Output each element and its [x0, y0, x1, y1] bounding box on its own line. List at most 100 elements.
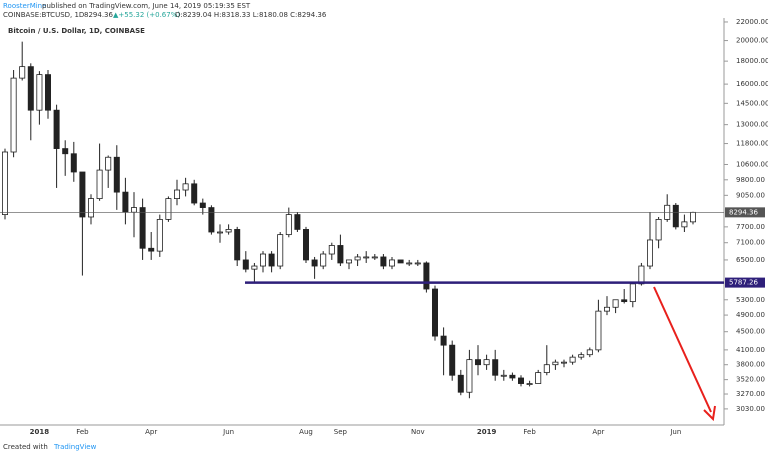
y-tick-label: 20000.00: [736, 37, 768, 45]
support-label: 5787.26: [729, 279, 758, 287]
candle-body: [474, 359, 481, 366]
candle-body: [199, 202, 206, 208]
candle-body: [53, 109, 60, 149]
candle-body: [672, 204, 679, 228]
candle-body: [10, 77, 17, 153]
candle-body: [27, 66, 34, 111]
candle-body: [302, 229, 309, 261]
y-tick-label: 22000.00: [736, 18, 768, 26]
candle-body: [36, 74, 43, 111]
candle-body: [440, 335, 447, 346]
x-tick-label: Feb: [523, 428, 536, 436]
y-tick-label: 13000.00: [736, 121, 768, 129]
candle-body: [173, 189, 180, 199]
y-tick-label: 4900.00: [736, 311, 765, 319]
candle-body: [139, 207, 146, 249]
candle-body: [320, 253, 327, 267]
support-label-bg: [725, 277, 765, 288]
candle-body: [483, 359, 490, 366]
symbol: COINBASE:BTCUSD, 1D: [3, 11, 84, 19]
candle-body: [156, 219, 163, 252]
candle-body: [371, 256, 378, 259]
y-tick-label: 11800.00: [736, 140, 768, 148]
y-tick-label: 3800.00: [736, 361, 765, 369]
y-tick-label: 7700.00: [736, 223, 765, 231]
candle-body: [216, 231, 223, 234]
y-tick-label: 9800.00: [736, 176, 765, 184]
y-tick-label: 18000.00: [736, 57, 768, 65]
candle-body: [277, 234, 284, 267]
x-tick-label: Jun: [222, 428, 234, 436]
candle-body: [19, 66, 26, 79]
candle-body: [647, 239, 654, 267]
candle-body: [234, 229, 241, 261]
y-tick-label: 4100.00: [736, 346, 765, 354]
price-label: 8294.36: [729, 208, 758, 216]
y-tick-label: 3270.00: [736, 390, 765, 398]
x-tick-label: Aug: [299, 428, 313, 436]
candle-body: [285, 214, 292, 236]
candle-body: [552, 361, 559, 366]
y-tick-label: 4500.00: [736, 328, 765, 336]
candle-body: [638, 265, 645, 285]
candle-body: [509, 374, 516, 379]
candle-body: [191, 183, 198, 204]
candle-body: [423, 262, 430, 290]
candle-body: [45, 74, 52, 111]
candle-body: [354, 256, 361, 261]
change: ▲+55.32 (+0.67%): [113, 11, 180, 19]
x-tick-label: 2018: [30, 428, 50, 436]
y-tick-label: 3520.00: [736, 376, 765, 384]
x-tick-label: Apr: [592, 428, 604, 436]
candle-body: [397, 259, 404, 264]
y-tick-label: 9050.00: [736, 191, 765, 199]
candle-body: [518, 377, 525, 384]
candle-body: [345, 259, 352, 264]
x-tick-label: Sep: [334, 428, 348, 436]
x-tick-label: Nov: [411, 428, 425, 436]
candle-body: [561, 361, 568, 364]
candle-body: [500, 374, 507, 377]
candle-body: [70, 153, 77, 173]
candle-body: [259, 253, 266, 267]
candle-body: [380, 256, 387, 267]
candle-body: [2, 151, 8, 215]
candle-body: [595, 310, 602, 351]
candle-body: [122, 191, 129, 213]
footer-brand[interactable]: TradingView: [53, 443, 97, 451]
candle-body: [88, 198, 95, 218]
ohlc: O:8239.04 H:8318.33 L:8180.08 C:8294.36: [175, 11, 327, 19]
candle-body: [311, 259, 318, 267]
candle-body: [586, 349, 593, 356]
candle-body: [388, 259, 395, 267]
candle-body: [681, 221, 688, 228]
candle-body: [242, 259, 249, 270]
candle-body: [569, 356, 576, 363]
candle-body: [621, 299, 628, 303]
candle-body: [431, 288, 438, 337]
author[interactable]: RoosterMine: [3, 2, 46, 10]
candle-body: [363, 256, 370, 259]
candle-body: [629, 283, 636, 303]
price-label-bg: [725, 207, 765, 218]
x-tick-label: Feb: [76, 428, 89, 436]
candle-body: [182, 183, 189, 191]
candle-body: [208, 207, 215, 233]
published: published on TradingView.com, June 14, 2…: [42, 2, 251, 10]
candle-body: [466, 359, 473, 393]
y-tick-label: 3030.00: [736, 405, 765, 413]
y-tick-label: 16000.00: [736, 80, 768, 88]
candle-body: [165, 198, 172, 220]
candle-body: [79, 171, 86, 218]
candle-body: [655, 219, 662, 241]
y-tick-label: 10600.00: [736, 160, 768, 168]
x-tick-label: Apr: [145, 428, 157, 436]
candle-body: [225, 229, 232, 233]
candle-body: [130, 207, 137, 213]
candle-body: [492, 359, 499, 376]
y-tick-label: 5300.00: [736, 296, 765, 304]
candle-body: [62, 148, 69, 155]
candle-body: [526, 383, 533, 385]
